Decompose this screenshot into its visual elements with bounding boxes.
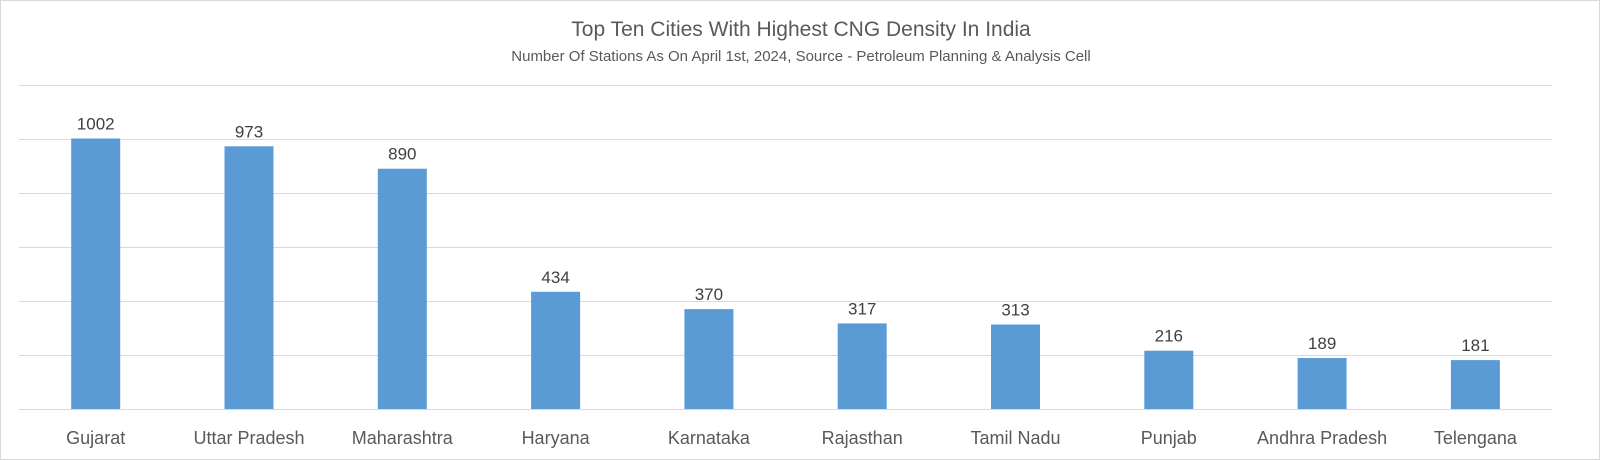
category-label-gujarat: Gujarat [66,428,125,448]
category-label-rajasthan: Rajasthan [822,428,903,448]
category-label-tamil-nadu: Tamil Nadu [970,428,1060,448]
category-label-haryana: Haryana [522,428,591,448]
bar-andhra-pradesh [1297,358,1347,409]
category-label-uttar-pradesh: Uttar Pradesh [193,428,304,448]
bar-uttar-pradesh [224,146,274,410]
bar-rajasthan [837,323,887,409]
data-label-tamil-nadu: 313 [1001,301,1029,320]
category-label-telengana: Telengana [1434,428,1518,448]
data-label-haryana: 434 [541,268,569,287]
data-label-punjab: 216 [1155,327,1183,346]
category-label-karnataka: Karnataka [668,428,751,448]
category-label-punjab: Punjab [1141,428,1197,448]
bar-punjab [1144,350,1194,409]
data-label-andhra-pradesh: 189 [1308,334,1336,353]
category-label-andhra-pradesh: Andhra Pradesh [1257,428,1387,448]
bar-haryana [531,291,581,409]
data-label-karnataka: 370 [695,285,723,304]
bars [71,138,1500,410]
data-label-uttar-pradesh: 973 [235,122,263,141]
data-label-telengana: 181 [1461,336,1489,355]
bar-gujarat [71,138,121,409]
data-label-gujarat: 1002 [77,115,115,134]
data-labels: 1002 973 890 434 370 317 313 216 189 181 [77,115,1490,356]
chart-subtitle: Number Of Stations As On April 1st, 2024… [511,48,1090,65]
category-label-maharashtra: Maharashtra [352,428,454,448]
bar-maharashtra [377,168,427,409]
bar-telengana [1450,360,1500,409]
bar-tamil-nadu [991,324,1040,409]
data-label-maharashtra: 890 [388,145,416,164]
data-label-rajasthan: 317 [848,299,876,318]
bar-karnataka [684,309,734,409]
gridlines [19,85,1552,410]
category-labels: Gujarat Uttar Pradesh Maharashtra Haryana Ka… [66,428,1518,448]
chart-title: Top Ten Cities With Highest CNG Density … [571,18,1031,41]
